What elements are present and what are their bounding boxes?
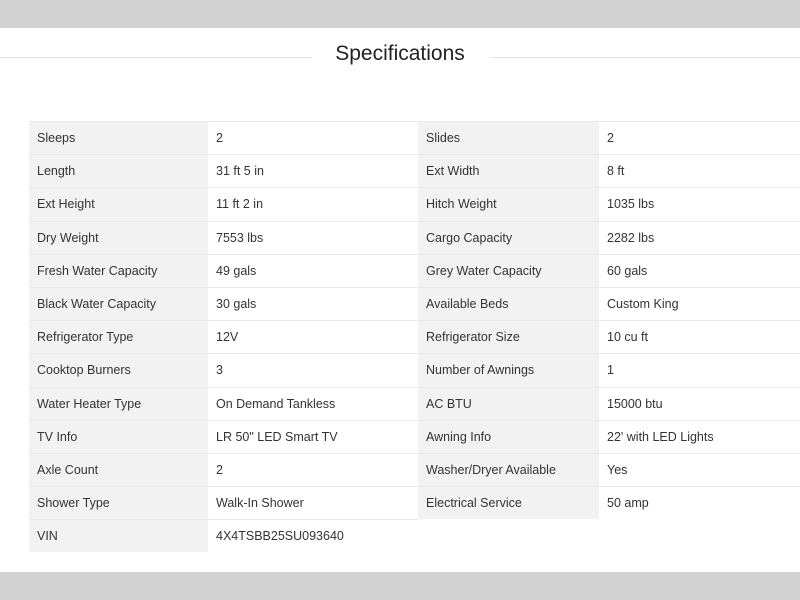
spec-label: Awning Info xyxy=(418,419,599,453)
spec-label: Cargo Capacity xyxy=(418,220,599,254)
divider xyxy=(490,57,800,58)
spec-value: 2 xyxy=(599,121,800,154)
table-row: Fresh Water Capacity 49 gals Grey Water Ca… xyxy=(29,253,800,287)
spec-label: Length xyxy=(29,154,208,188)
spec-value: 12V xyxy=(208,320,418,353)
spec-label: Axle Count xyxy=(29,452,208,487)
table-row: Length 31 ft 5 in Ext Width 8 ft xyxy=(29,154,800,188)
spec-value: LR 50" LED Smart TV xyxy=(208,419,418,453)
table-row: Sleeps 2 Slides 2 xyxy=(29,121,800,155)
spec-label: Refrigerator Size xyxy=(418,320,599,354)
table-row: TV Info LR 50" LED Smart TV Awning Info 22'… xyxy=(29,419,800,453)
specs-table: Sleeps 2 Slides 2 Length 31 ft 5 in Ext Width 8… xyxy=(29,121,800,553)
spec-label: Slides xyxy=(418,121,599,155)
table-row: Cooktop Burners 3 Number of Awnings 1 xyxy=(29,353,800,387)
spec-value: 2282 lbs xyxy=(599,220,800,254)
table-row: Ext Height 11 ft 2 in Hitch Weight 1035 lbs xyxy=(29,187,800,221)
spec-value: 1 xyxy=(599,353,800,386)
empty-cell xyxy=(599,519,800,553)
spec-label: Ext Height xyxy=(29,187,208,221)
divider xyxy=(0,57,312,58)
table-row: Shower Type Walk-In Shower Electrical Serv… xyxy=(29,486,800,520)
table-row: Water Heater Type On Demand Tankless AC BT… xyxy=(29,386,800,420)
spec-label: Grey Water Capacity xyxy=(418,253,599,287)
spec-label: Electrical Service xyxy=(418,486,599,520)
spec-value: 60 gals xyxy=(599,253,800,287)
spec-value: 1035 lbs xyxy=(599,187,800,220)
spec-label: Fresh Water Capacity xyxy=(29,253,208,287)
spec-value: 30 gals xyxy=(208,286,418,320)
spec-label: Number of Awnings xyxy=(418,353,599,387)
spec-value: 4X4TSBB25SU093640 xyxy=(208,519,418,552)
spec-value: 49 gals xyxy=(208,253,418,287)
spec-label: Available Beds xyxy=(418,286,599,321)
spec-value: 11 ft 2 in xyxy=(208,187,418,220)
table-row: Black Water Capacity 30 gals Available Bed… xyxy=(29,286,800,321)
specifications-panel: Specifications Sleeps 2 Slides 2 Length 31 ft… xyxy=(0,28,800,572)
section-header: Specifications xyxy=(0,40,800,70)
spec-label: Washer/Dryer Available xyxy=(418,452,599,487)
table-row: Refrigerator Type 12V Refrigerator Size 10 … xyxy=(29,320,800,354)
spec-label: Sleeps xyxy=(29,121,208,155)
spec-label: AC BTU xyxy=(418,386,599,420)
title-container: Specifications xyxy=(0,42,800,66)
spec-value: Walk-In Shower xyxy=(208,486,418,519)
spec-label: Ext Width xyxy=(418,154,599,188)
spec-label: Black Water Capacity xyxy=(29,286,208,321)
spec-label: Cooktop Burners xyxy=(29,353,208,387)
spec-label: Refrigerator Type xyxy=(29,320,208,354)
spec-value: On Demand Tankless xyxy=(208,386,418,420)
spec-label: Water Heater Type xyxy=(29,386,208,420)
spec-label: VIN xyxy=(29,519,208,553)
table-row: VIN 4X4TSBB25SU093640 xyxy=(29,519,800,553)
spec-label: Shower Type xyxy=(29,486,208,520)
spec-value: 22' with LED Lights xyxy=(599,419,800,453)
page-title: Specifications xyxy=(331,42,469,65)
spec-value: Yes xyxy=(599,452,800,486)
spec-value: 50 amp xyxy=(599,486,800,519)
spec-value: 7553 lbs xyxy=(208,220,418,254)
spec-value: 8 ft xyxy=(599,154,800,187)
spec-value: 31 ft 5 in xyxy=(208,154,418,187)
spec-value: 2 xyxy=(208,452,418,486)
spec-value: Custom King xyxy=(599,286,800,320)
spec-label: TV Info xyxy=(29,419,208,453)
spec-value: 15000 btu xyxy=(599,386,800,420)
empty-cell xyxy=(418,519,599,553)
spec-label: Dry Weight xyxy=(29,220,208,254)
spec-value: 2 xyxy=(208,121,418,154)
spec-value: 10 cu ft xyxy=(599,320,800,353)
table-row: Axle Count 2 Washer/Dryer Available Yes xyxy=(29,452,800,487)
table-row: Dry Weight 7553 lbs Cargo Capacity 2282 lbs xyxy=(29,220,800,254)
spec-value: 3 xyxy=(208,353,418,386)
spec-label: Hitch Weight xyxy=(418,187,599,221)
